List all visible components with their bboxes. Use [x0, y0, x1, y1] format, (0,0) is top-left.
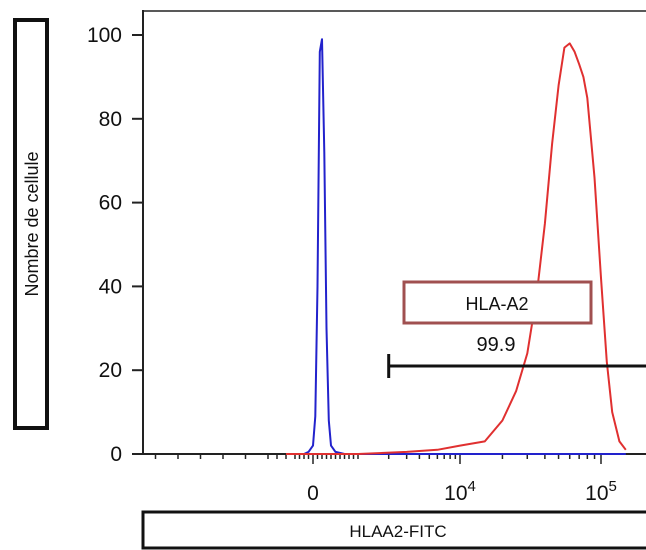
gate-annotation: HLA-A2 99.9 — [387, 280, 646, 379]
series-line-red — [286, 42, 627, 455]
gate-label-box — [402, 280, 593, 325]
y-tick-label: 80 — [99, 108, 122, 131]
series-layer — [286, 38, 627, 455]
x-ticks: 0 104 105 — [154, 454, 617, 505]
y-ticks: 0 20 40 60 80 100 — [87, 24, 143, 466]
gate-label: HLA-A2 — [465, 294, 528, 314]
y-tick-label: 0 — [110, 443, 122, 466]
series-line-blue — [286, 38, 626, 455]
y-tick-label: 100 — [87, 24, 122, 47]
y-label-box — [13, 18, 49, 430]
x-tick-label: 104 — [444, 478, 476, 505]
x-axis-label: HLAA2-FITC — [349, 522, 446, 541]
y-tick-label: 40 — [99, 275, 122, 298]
x-tick-label: 105 — [585, 478, 617, 505]
x-label-box — [141, 510, 646, 550]
x-tick-label: 0 — [307, 482, 319, 505]
y-tick-label: 60 — [99, 192, 122, 215]
y-tick-label: 20 — [99, 359, 122, 382]
gate-value: 99.9 — [477, 334, 516, 356]
y-axis-label: Nombre de cellule — [22, 151, 42, 296]
